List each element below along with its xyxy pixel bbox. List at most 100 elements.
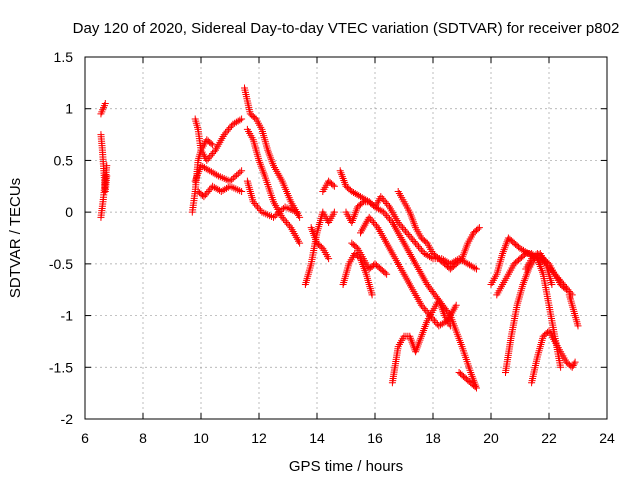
data-point <box>383 270 391 278</box>
data-point <box>567 289 575 297</box>
data-point <box>203 156 211 164</box>
data-point <box>561 284 569 292</box>
data-point <box>325 255 333 263</box>
data-point <box>407 234 415 242</box>
tick-labels: 6 8 10 12 14 16 18 20 22 24 -2 -1.5 -1 -0.5 0 0.5 1 1.5 <box>49 49 615 446</box>
data-point <box>381 198 389 206</box>
data-point <box>471 264 479 272</box>
data-point <box>426 312 434 320</box>
data-point <box>417 301 425 309</box>
data-point <box>400 225 408 233</box>
data-point <box>251 200 259 208</box>
data-point <box>548 281 556 289</box>
data-point <box>293 208 301 216</box>
x-tick-label: 16 <box>367 430 383 446</box>
data-point <box>238 115 246 123</box>
data-point <box>254 203 262 211</box>
data-point <box>417 246 425 254</box>
data-point <box>365 213 373 221</box>
data-point <box>238 167 246 175</box>
data-point <box>207 140 215 148</box>
data-point <box>330 208 338 216</box>
data-point <box>200 193 208 201</box>
data-point <box>330 182 338 190</box>
data-point <box>210 148 218 156</box>
data-point <box>229 174 237 182</box>
data-point <box>220 131 228 139</box>
data-point <box>368 291 376 299</box>
data-point <box>203 189 211 197</box>
data-point <box>236 116 244 124</box>
x-tick-label: 22 <box>541 430 557 446</box>
data-point <box>231 173 239 181</box>
data-point <box>384 201 392 209</box>
data-point <box>213 171 221 179</box>
data-point <box>101 100 109 108</box>
data-point <box>401 227 409 235</box>
data-point <box>228 176 236 184</box>
data-point <box>283 218 291 226</box>
data-point <box>396 220 404 228</box>
data-point <box>358 199 366 207</box>
data-point <box>409 236 417 244</box>
data-point <box>557 363 565 371</box>
data-point <box>416 244 424 252</box>
data-point <box>475 224 483 232</box>
data-point <box>103 172 111 180</box>
data-point <box>296 239 304 247</box>
data-point <box>270 213 277 221</box>
y-tick-label: -0.5 <box>49 256 73 272</box>
data-point <box>574 322 582 330</box>
data-points <box>97 84 582 392</box>
data-point <box>419 303 427 311</box>
data-point <box>452 301 460 309</box>
x-tick-label: 20 <box>483 430 499 446</box>
axis-ticks <box>84 56 608 420</box>
data-point <box>383 200 391 208</box>
data-point <box>413 241 421 249</box>
data-point <box>371 220 379 228</box>
data-point <box>274 209 282 217</box>
data-point <box>571 358 579 366</box>
x-tick-label: 10 <box>193 430 209 446</box>
data-point <box>412 239 420 247</box>
data-point <box>570 360 578 368</box>
data-point <box>278 206 286 214</box>
x-tick-label: 14 <box>309 430 325 446</box>
data-point <box>473 265 480 273</box>
data-point <box>404 231 412 239</box>
data-point <box>422 306 430 314</box>
data-point <box>255 205 263 213</box>
data-point <box>234 170 242 178</box>
data-point <box>252 201 260 209</box>
data-point <box>233 171 241 179</box>
chart-title: Day 120 of 2020, Sidereal Day-to-day VTE… <box>73 20 620 37</box>
data-point <box>397 222 405 230</box>
data-point <box>384 213 392 221</box>
data-point <box>430 317 438 325</box>
data-point <box>380 196 388 204</box>
data-point <box>103 162 111 170</box>
data-point <box>380 208 388 216</box>
x-tick-label: 18 <box>425 430 441 446</box>
data-point <box>367 215 375 223</box>
data-point <box>368 217 376 225</box>
plot-frame <box>84 56 608 420</box>
data-point <box>249 198 257 206</box>
data-point <box>271 212 279 220</box>
data-point <box>284 220 292 228</box>
data-point <box>206 153 214 161</box>
data-point <box>238 187 246 195</box>
data-point <box>372 222 380 230</box>
data-point <box>446 322 454 330</box>
data-point <box>201 191 209 199</box>
y-axis-label: SDTVAR / TECUs <box>7 178 24 298</box>
data-point <box>410 237 418 245</box>
data-point <box>406 232 414 240</box>
data-point <box>381 210 389 218</box>
x-tick-label: 6 <box>81 430 89 446</box>
data-point <box>427 254 435 262</box>
data-point <box>206 186 214 194</box>
data-point <box>377 193 385 201</box>
